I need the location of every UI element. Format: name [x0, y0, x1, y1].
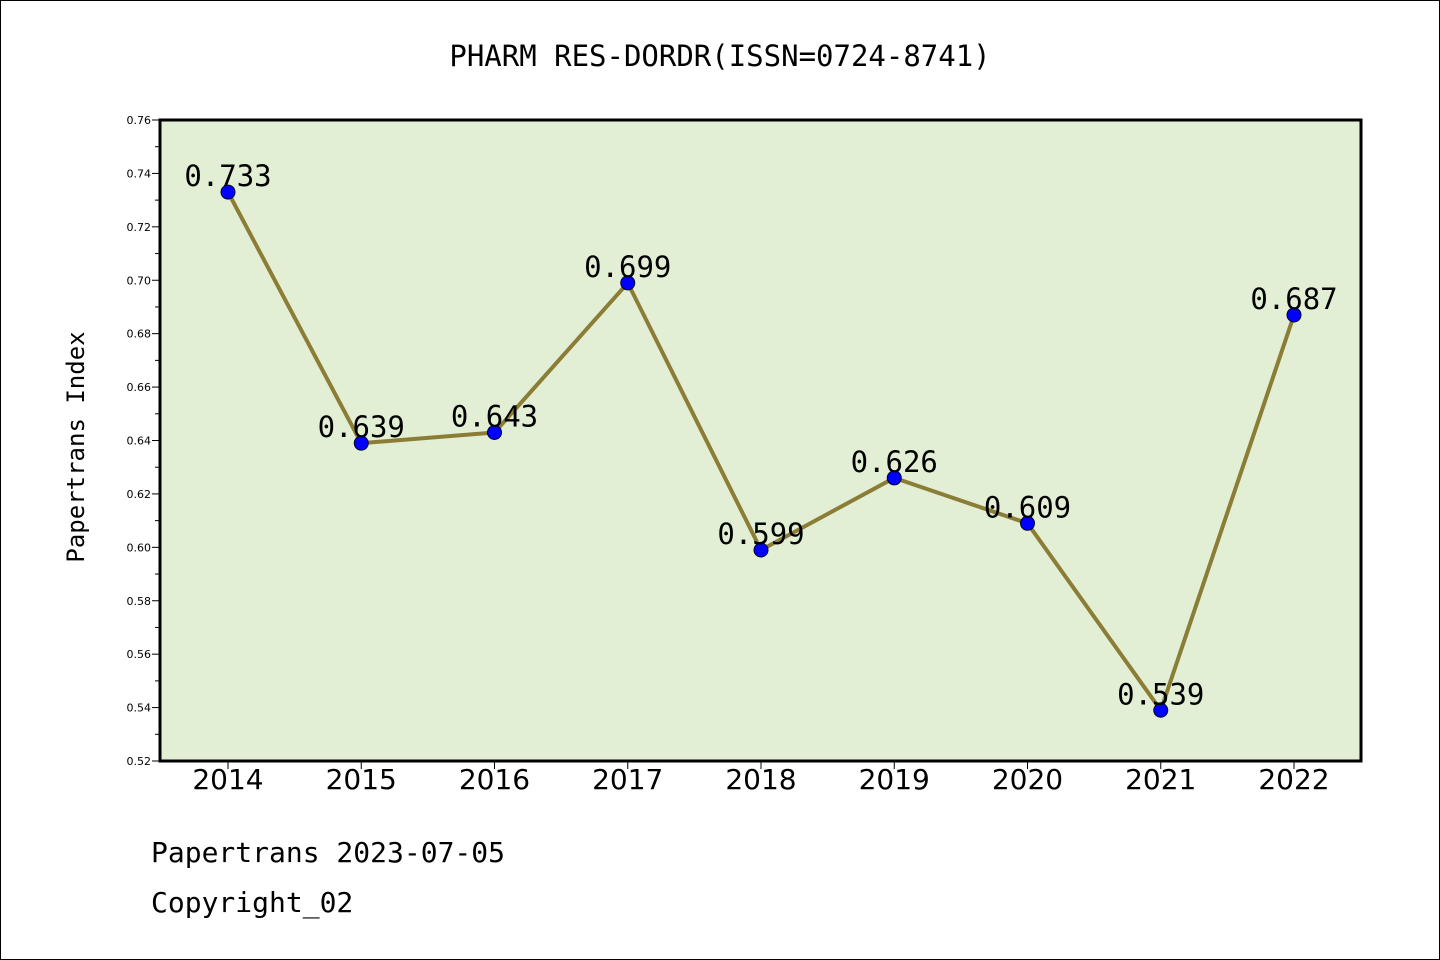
data-label-2022: 0.687 [1250, 282, 1337, 316]
data-point-2020 [1020, 515, 1035, 531]
y-tick-label: 0.64 [127, 435, 152, 448]
x-tick-label: 2018 [725, 763, 796, 796]
x-tick-label: 2016 [459, 763, 530, 796]
data-point-2016 [487, 424, 502, 440]
data-label-2019: 0.626 [851, 445, 938, 479]
y-axis-label: Papertrans Index [62, 331, 90, 562]
data-point-2019 [886, 470, 902, 486]
y-tick-label: 0.66 [127, 381, 152, 394]
y-tick-label: 0.60 [127, 541, 152, 554]
y-tick-label: 0.62 [127, 488, 152, 501]
x-tick-label: 2020 [992, 763, 1063, 796]
y-tick-label: 0.68 [127, 328, 152, 341]
y-tick-label: 0.70 [127, 274, 152, 287]
y-tick-label: 0.74 [127, 167, 152, 180]
x-tick-label: 2022 [1258, 763, 1329, 796]
data-label-2015: 0.639 [318, 410, 405, 444]
data-labels-group: 0.733 0.639 0.643 0.699 0.599 0.626 0.609 0.539… [184, 159, 1337, 711]
y-tick-label: 0.58 [127, 595, 152, 608]
data-point-2015 [353, 435, 369, 451]
data-point-2018 [753, 542, 769, 558]
y-tick-label: 0.56 [127, 648, 152, 661]
x-tick-label: 2017 [592, 763, 663, 796]
data-label-2016: 0.643 [451, 399, 538, 433]
data-label-2017: 0.699 [584, 250, 671, 284]
y-tick-label: 0.76 [127, 114, 152, 127]
x-tick-label: 2015 [326, 763, 397, 796]
y-tick-label: 0.72 [127, 221, 152, 234]
data-point-2021 [1153, 702, 1169, 718]
series-points-group [220, 184, 1302, 718]
data-point-2017 [620, 275, 636, 291]
footer-copyright: Copyright_02 [151, 886, 354, 919]
data-label-2018: 0.599 [717, 517, 804, 551]
x-tick-label: 2019 [859, 763, 930, 796]
data-label-2021: 0.539 [1117, 677, 1204, 711]
data-point-2014 [220, 184, 236, 200]
y-tick-label: 0.54 [127, 702, 152, 715]
x-tick-label: 2014 [192, 763, 263, 796]
y-tick-label: 0.52 [127, 755, 152, 768]
data-label-2020: 0.609 [984, 490, 1071, 524]
x-tick-label: 2021 [1125, 763, 1196, 796]
x-axis: 2014 2015 2016 2017 2018 2019 2020 2021 2022 [192, 761, 1330, 796]
chart-title: PHARM RES-DORDR(ISSN=0724-8741) [449, 39, 990, 73]
footer-date: Papertrans 2023-07-05 [151, 836, 506, 869]
y-axis: 0.52 0.54 0.56 0.58 0.60 0.62 0.64 0.66 0.68 0.70… [127, 114, 160, 768]
data-point-2022 [1286, 307, 1302, 323]
data-label-2014: 0.733 [184, 159, 271, 193]
